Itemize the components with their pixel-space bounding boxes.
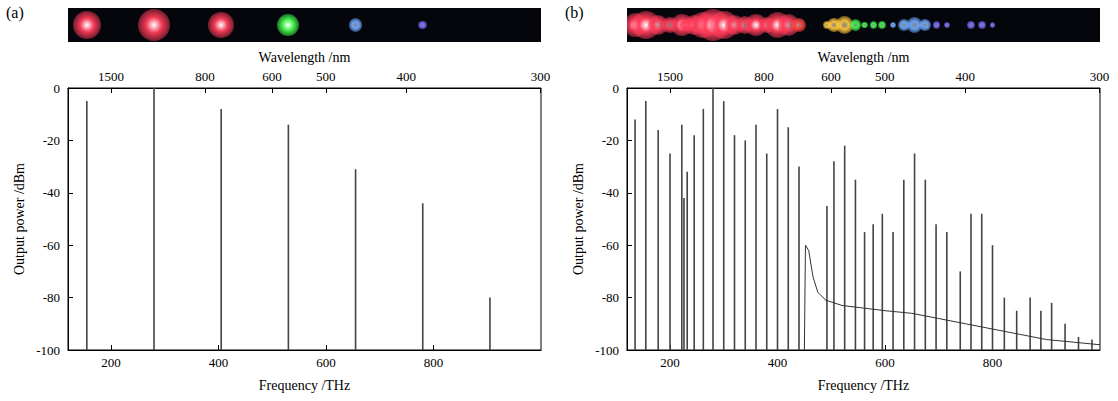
svg-text:Output power /dBm: Output power /dBm bbox=[571, 163, 586, 275]
svg-text:1500: 1500 bbox=[657, 69, 683, 84]
svg-text:-20: -20 bbox=[602, 133, 619, 148]
svg-text:200: 200 bbox=[660, 355, 680, 370]
svg-text:-60: -60 bbox=[602, 238, 619, 253]
svg-text:800: 800 bbox=[195, 69, 215, 84]
svg-text:Output power /dBm: Output power /dBm bbox=[12, 163, 27, 275]
svg-text:Wavelength /nm: Wavelength /nm bbox=[259, 50, 351, 65]
svg-text:-80: -80 bbox=[43, 290, 60, 305]
html-text:(b): (b) bbox=[565, 4, 584, 21]
svg-text:800: 800 bbox=[754, 69, 774, 84]
svg-text:500: 500 bbox=[875, 69, 895, 84]
svg-text:300: 300 bbox=[1090, 69, 1110, 84]
html-text:(a): (a) bbox=[6, 4, 24, 21]
svg-text:0: 0 bbox=[613, 81, 620, 96]
svg-text:Wavelength /nm: Wavelength /nm bbox=[818, 50, 910, 65]
svg-text:1500: 1500 bbox=[98, 69, 124, 84]
svg-text:600: 600 bbox=[875, 355, 895, 370]
svg-text:800: 800 bbox=[424, 355, 444, 370]
svg-text:Frequency /THz: Frequency /THz bbox=[259, 378, 350, 393]
svg-text:500: 500 bbox=[316, 69, 336, 84]
svg-text:-100: -100 bbox=[595, 343, 619, 358]
svg-text:600: 600 bbox=[316, 355, 336, 370]
svg-text:-40: -40 bbox=[602, 185, 619, 200]
svg-text:600: 600 bbox=[262, 69, 282, 84]
svg-text:200: 200 bbox=[101, 355, 121, 370]
svg-text:0: 0 bbox=[54, 81, 61, 96]
svg-text:-80: -80 bbox=[602, 290, 619, 305]
svg-text:400: 400 bbox=[209, 355, 229, 370]
svg-text:800: 800 bbox=[983, 355, 1003, 370]
svg-text:400: 400 bbox=[956, 69, 976, 84]
svg-text:400: 400 bbox=[397, 69, 417, 84]
svg-text:-60: -60 bbox=[43, 238, 60, 253]
svg-text:600: 600 bbox=[821, 69, 841, 84]
svg-text:300: 300 bbox=[531, 69, 551, 84]
svg-text:-20: -20 bbox=[43, 133, 60, 148]
svg-text:400: 400 bbox=[768, 355, 788, 370]
svg-text:Frequency /THz: Frequency /THz bbox=[818, 378, 909, 393]
svg-text:-40: -40 bbox=[43, 185, 60, 200]
svg-text:-100: -100 bbox=[36, 343, 60, 358]
